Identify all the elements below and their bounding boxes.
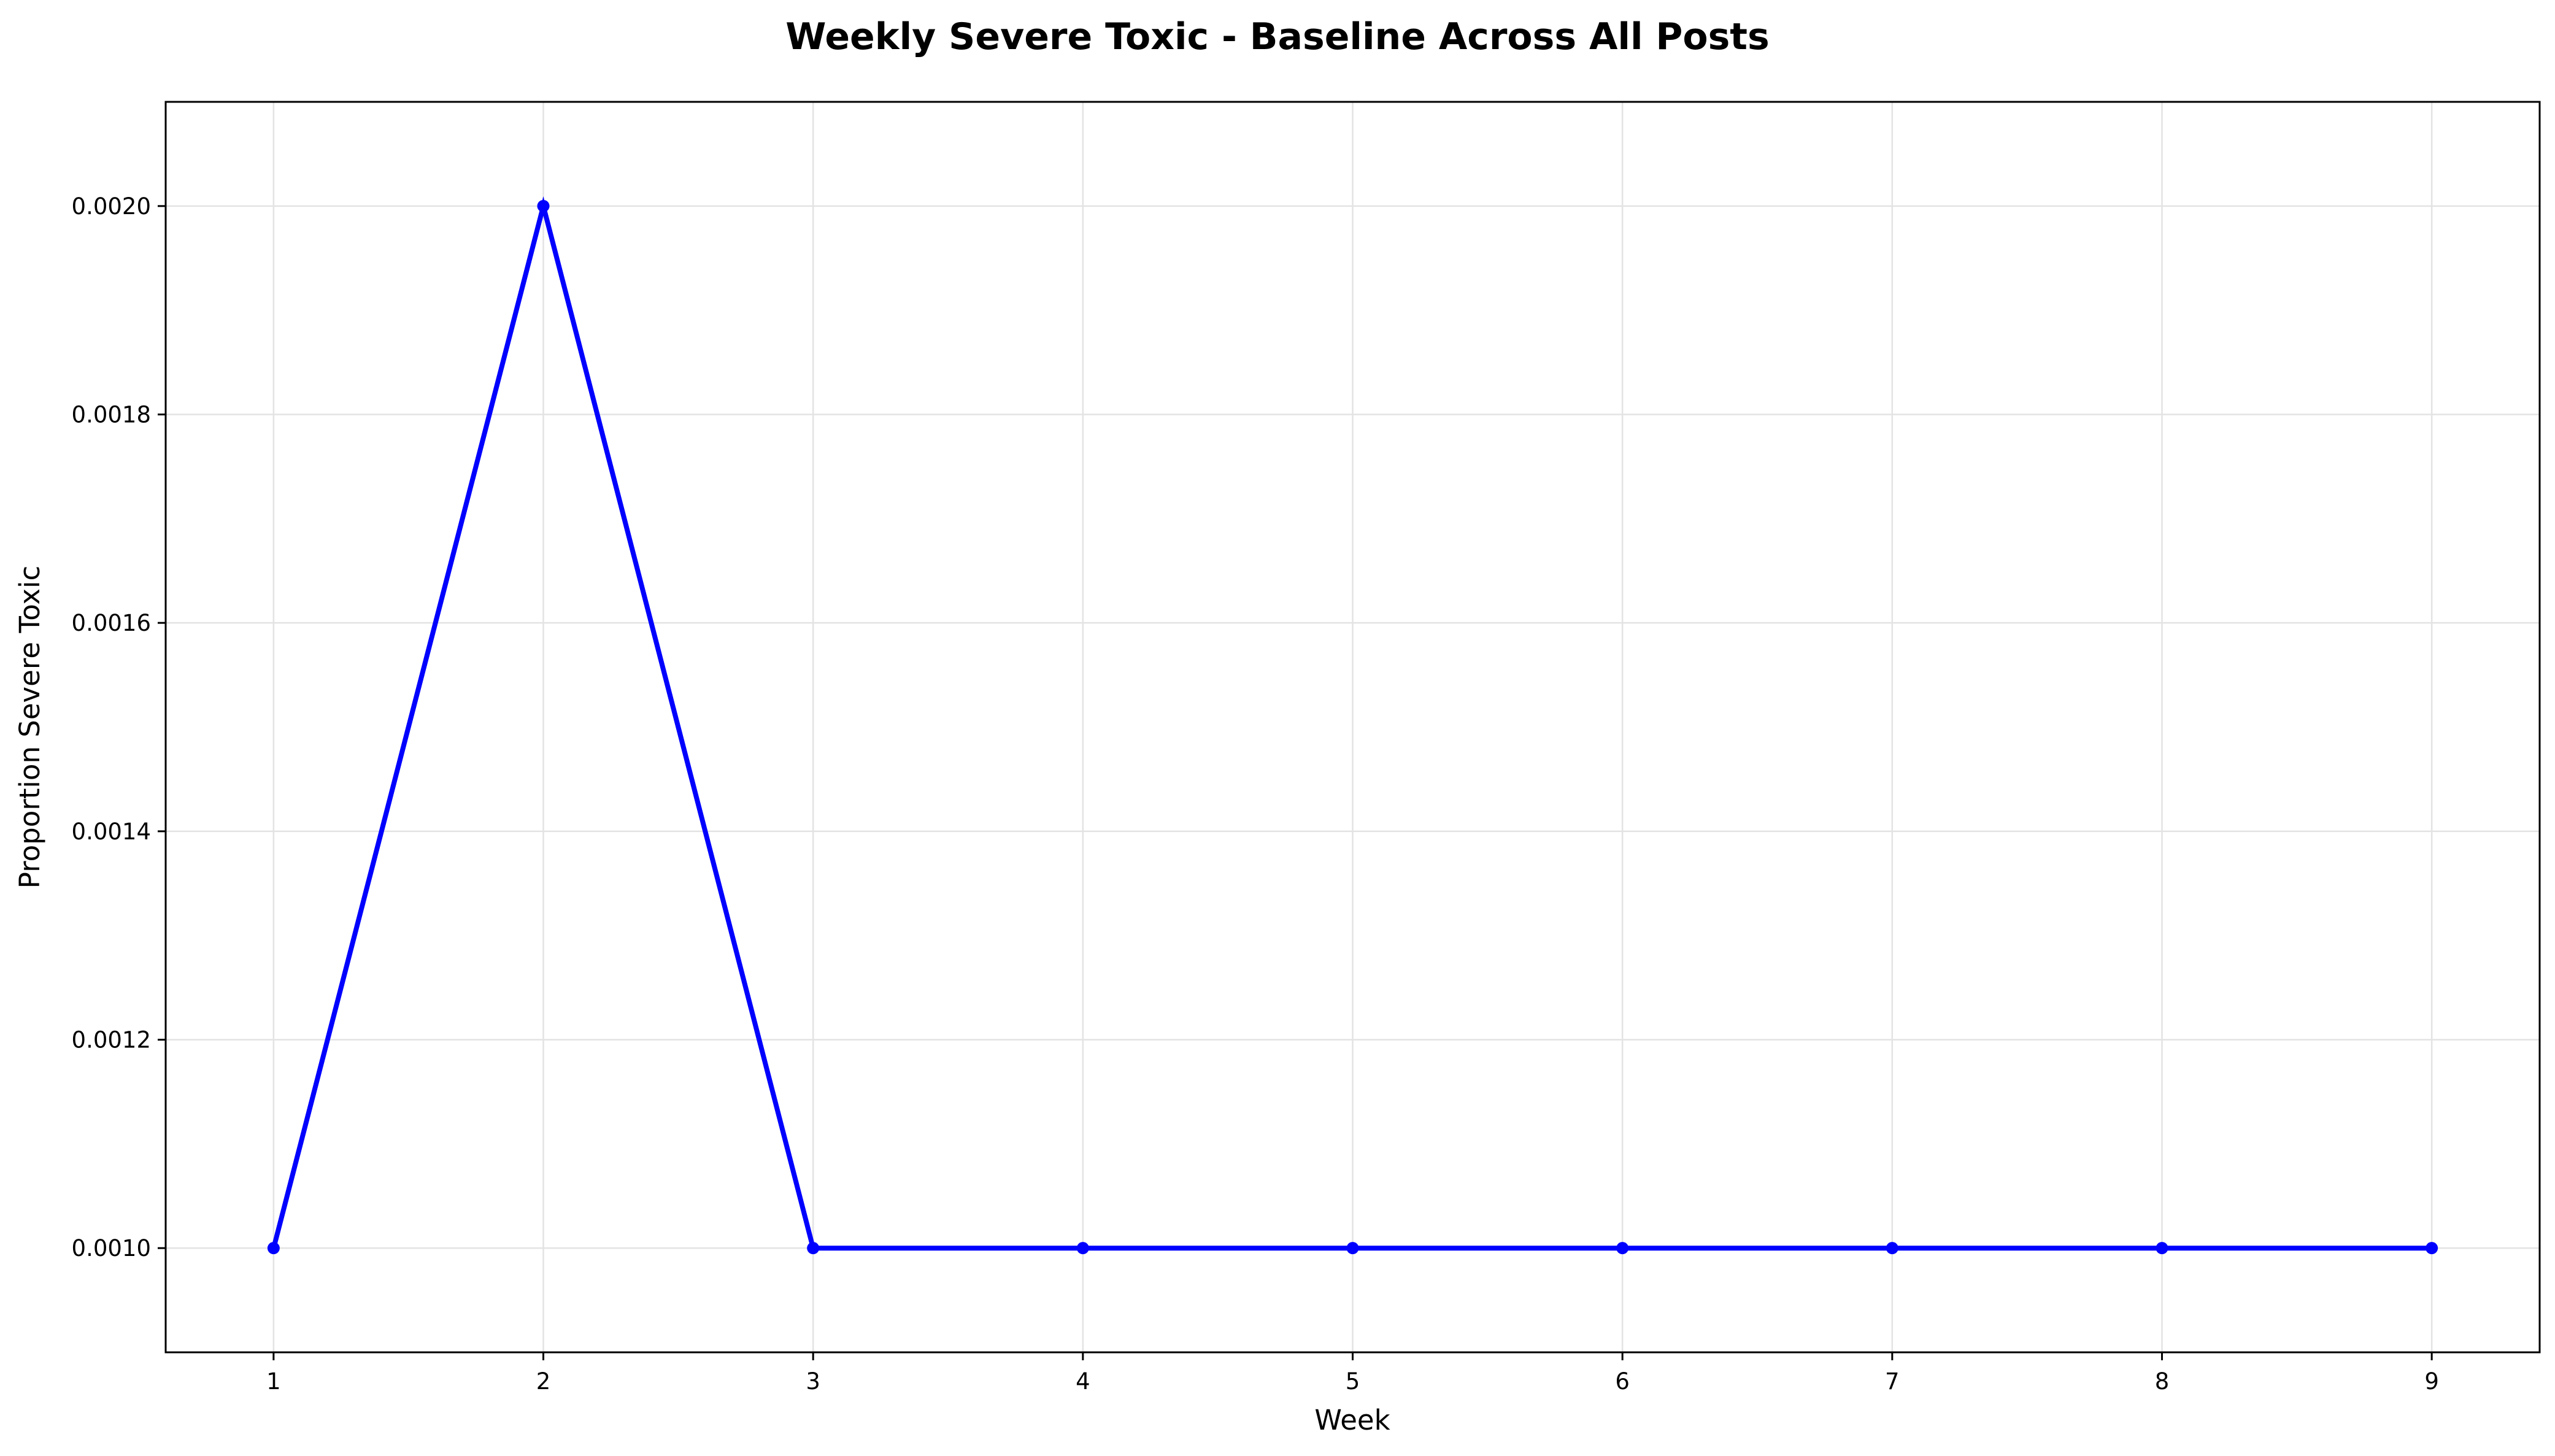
x-axis-label: Week xyxy=(1314,1404,1390,1436)
data-point xyxy=(1616,1242,1629,1255)
chart-title: Weekly Severe Toxic - Baseline Across Al… xyxy=(785,15,1769,58)
y-tick-label: 0.0014 xyxy=(72,819,151,845)
x-tick-label: 2 xyxy=(536,1368,551,1395)
x-tick-label: 1 xyxy=(266,1368,281,1395)
y-axis-label: Proportion Severe Toxic xyxy=(13,566,46,888)
data-point xyxy=(2426,1242,2438,1255)
x-tick-label: 4 xyxy=(1076,1368,1090,1395)
data-point xyxy=(1886,1242,1898,1255)
y-tick-label: 0.0018 xyxy=(72,402,151,428)
x-tick-label: 3 xyxy=(806,1368,820,1395)
axis-ticks: 1 2 3 4 5 6 7 8 9 0.0010 0.0012 0.0014 0.0016 0.0018 0… xyxy=(72,193,2439,1395)
plot-frame xyxy=(164,101,2541,1354)
x-tick-label: 5 xyxy=(1346,1368,1360,1395)
y-tick-label: 0.0016 xyxy=(72,610,151,636)
y-tick-label: 0.0010 xyxy=(72,1235,151,1261)
data-point xyxy=(267,1242,280,1255)
x-tick-label: 6 xyxy=(1615,1368,1630,1395)
x-tick-label: 9 xyxy=(2424,1368,2439,1395)
data-point xyxy=(2156,1242,2168,1255)
data-point xyxy=(807,1242,820,1255)
y-tick-label: 0.0012 xyxy=(72,1027,151,1053)
data-point xyxy=(537,199,550,212)
data-point xyxy=(1346,1242,1359,1255)
x-tick-label: 7 xyxy=(1885,1368,1900,1395)
series-layer xyxy=(267,196,2438,1255)
x-tick-label: 8 xyxy=(2155,1368,2170,1395)
data-point xyxy=(1076,1242,1089,1255)
y-tick-label: 0.0020 xyxy=(72,193,151,220)
